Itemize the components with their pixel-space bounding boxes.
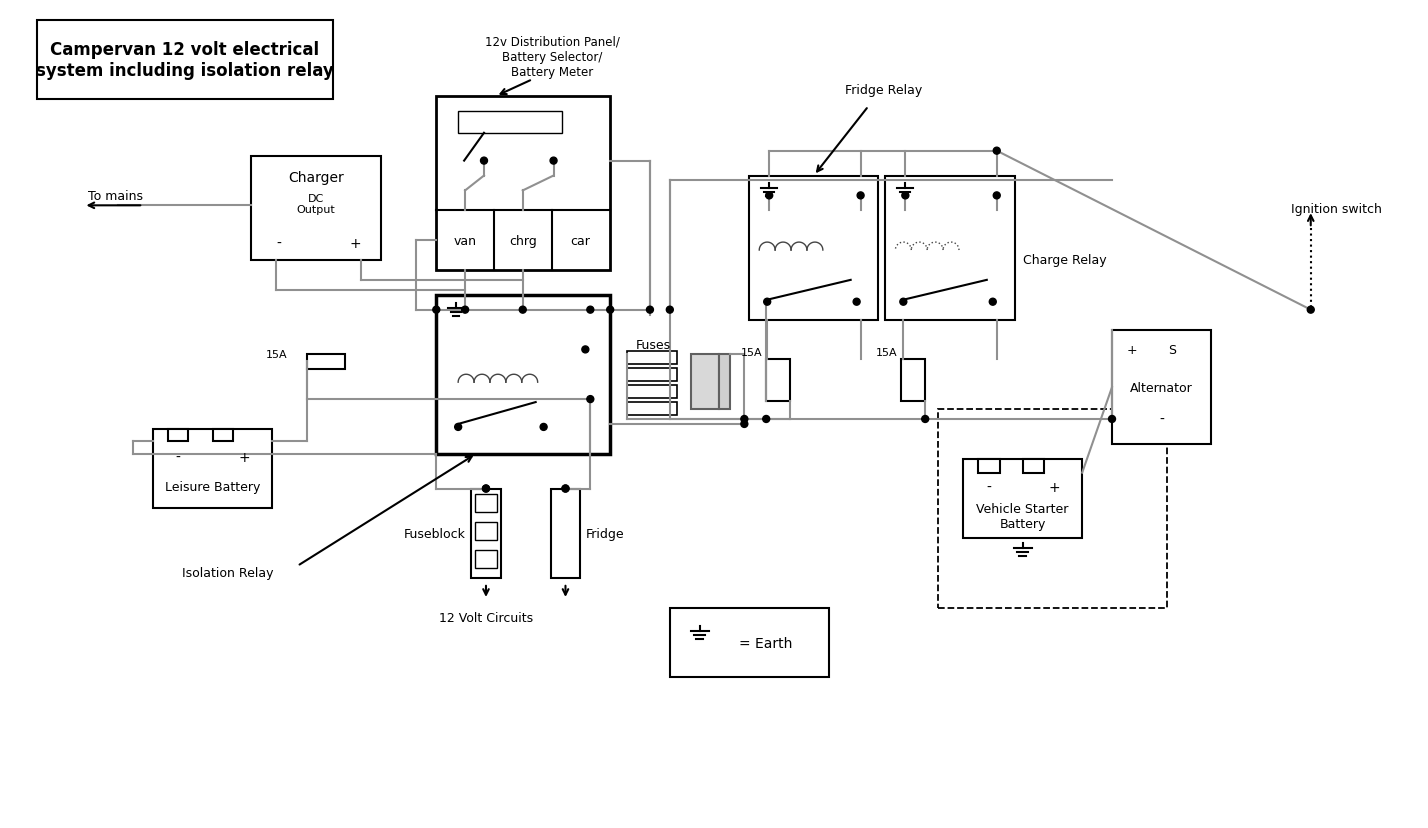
Circle shape <box>461 307 468 314</box>
Circle shape <box>563 485 568 493</box>
Text: To mains: To mains <box>89 190 143 203</box>
Circle shape <box>902 193 908 200</box>
Circle shape <box>765 193 773 200</box>
Text: -: - <box>277 237 281 251</box>
Text: car: car <box>570 234 590 248</box>
Text: chrg: chrg <box>508 234 537 248</box>
Bar <box>458 112 563 133</box>
Text: Charger: Charger <box>288 171 344 185</box>
Text: 12 Volt Circuits: 12 Volt Circuits <box>438 611 533 624</box>
Bar <box>750 176 878 320</box>
Circle shape <box>647 307 654 314</box>
Text: -: - <box>1160 412 1164 426</box>
Circle shape <box>1307 307 1314 314</box>
Text: = Earth: = Earth <box>740 636 793 650</box>
Text: Fuseblock: Fuseblock <box>404 527 466 540</box>
Circle shape <box>587 307 594 314</box>
Bar <box>153 430 273 508</box>
Text: 15A: 15A <box>266 350 287 360</box>
Circle shape <box>994 193 1000 200</box>
Circle shape <box>581 346 588 354</box>
Circle shape <box>550 158 557 165</box>
Bar <box>627 352 677 365</box>
Circle shape <box>540 424 547 431</box>
Text: 15A: 15A <box>741 348 763 358</box>
Text: Ignition switch: Ignition switch <box>1291 203 1382 215</box>
Bar <box>938 410 1167 608</box>
Circle shape <box>433 307 440 314</box>
Text: -: - <box>987 480 991 494</box>
Circle shape <box>853 299 860 306</box>
Bar <box>627 386 677 398</box>
Text: +: + <box>238 450 250 465</box>
Circle shape <box>741 416 748 423</box>
Text: Charge Relay: Charge Relay <box>1022 254 1107 267</box>
Bar <box>551 489 580 578</box>
Text: Fuses: Fuses <box>635 339 671 352</box>
Text: Leisure Battery: Leisure Battery <box>166 480 260 493</box>
Bar <box>476 522 497 541</box>
Text: Vehicle Starter
Battery: Vehicle Starter Battery <box>977 503 1068 531</box>
Text: Alternator: Alternator <box>1131 381 1192 394</box>
Text: Fridge Relay: Fridge Relay <box>845 84 922 96</box>
Circle shape <box>563 485 568 493</box>
Circle shape <box>480 158 487 165</box>
Bar <box>627 368 677 382</box>
Text: Campervan 12 volt electrical
system including isolation relay: Campervan 12 volt electrical system incl… <box>36 41 334 79</box>
Text: Fridge: Fridge <box>585 527 624 540</box>
Circle shape <box>483 485 490 493</box>
Circle shape <box>607 307 614 314</box>
Text: 12v Distribution Panel/
Battery Selector/
Battery Meter: 12v Distribution Panel/ Battery Selector… <box>486 36 620 79</box>
Circle shape <box>587 396 594 403</box>
Text: S: S <box>1168 344 1175 357</box>
Text: DC
Output: DC Output <box>297 193 336 215</box>
Circle shape <box>483 485 490 493</box>
Circle shape <box>994 148 1000 155</box>
Text: +: + <box>1127 344 1138 357</box>
Bar <box>962 460 1082 538</box>
Text: 15A: 15A <box>875 348 897 358</box>
Bar <box>1022 460 1044 473</box>
Bar <box>718 355 731 410</box>
Text: +: + <box>350 237 361 251</box>
Circle shape <box>921 416 928 423</box>
Bar <box>901 360 925 402</box>
Circle shape <box>520 307 527 314</box>
Bar <box>476 551 497 568</box>
Bar <box>1112 330 1211 445</box>
Circle shape <box>741 421 748 428</box>
Circle shape <box>764 299 771 306</box>
Bar <box>37 21 333 100</box>
Circle shape <box>763 416 770 423</box>
Text: -: - <box>176 450 180 465</box>
Text: +: + <box>1048 480 1060 494</box>
Bar <box>213 430 233 441</box>
Text: Isolation Relay: Isolation Relay <box>181 567 273 580</box>
Bar <box>471 489 501 578</box>
Circle shape <box>667 307 673 314</box>
Circle shape <box>990 299 997 306</box>
Bar <box>670 608 828 677</box>
Circle shape <box>1108 416 1115 423</box>
Bar <box>691 355 718 410</box>
Bar <box>885 176 1015 320</box>
Circle shape <box>857 193 864 200</box>
Bar <box>169 430 188 441</box>
Bar <box>476 495 497 513</box>
Bar <box>978 460 1000 473</box>
Bar <box>251 156 381 261</box>
Circle shape <box>900 299 907 306</box>
Bar <box>307 355 346 370</box>
Bar <box>437 97 610 271</box>
Bar <box>627 402 677 416</box>
Bar <box>767 360 790 402</box>
Circle shape <box>454 424 461 431</box>
Bar <box>437 296 610 455</box>
Text: van: van <box>454 234 477 248</box>
